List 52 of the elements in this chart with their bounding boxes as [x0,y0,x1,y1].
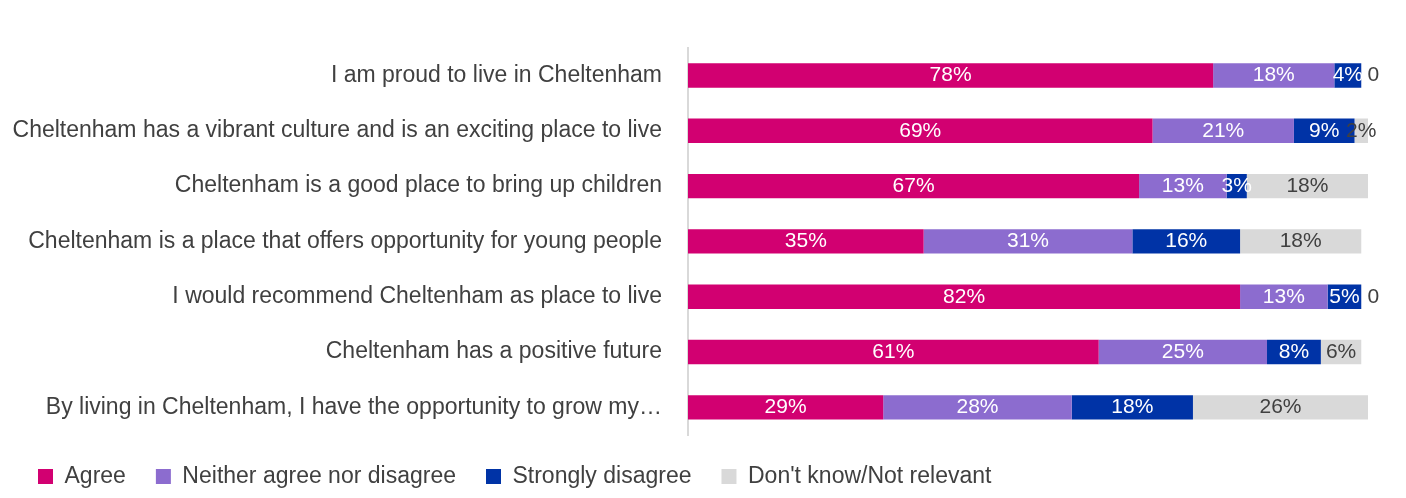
data-label: 67% [892,172,935,196]
bar [1098,339,1268,365]
bar [1192,395,1368,420]
bar [688,339,1099,365]
bar [688,118,1153,143]
legend-label: Strongly disagree [512,461,692,488]
data-label: 25% [1161,338,1204,362]
data-label: 78% [929,62,972,86]
bar [688,63,1214,88]
y-tick-label: I would recommend Cheltenham as place to live [172,282,662,309]
y-tick-label: Cheltenham has a positive future [325,337,662,364]
legend-label: Agree [64,461,126,488]
bar [688,229,924,254]
bar [688,395,884,420]
data-label: 26% [1259,394,1302,418]
bar [1132,229,1241,254]
data-label: 13% [1161,172,1204,196]
data-label: 0 [1367,283,1380,307]
y-tick-label: Cheltenham has a vibrant culture and is an exciting place to live [12,116,662,143]
bar [1240,229,1362,254]
data-label: 5% [1329,283,1360,307]
data-label: 8% [1278,338,1310,362]
data-label: 29% [764,394,807,418]
y-tick-label: Cheltenham is a good place to bring up children [174,171,662,198]
data-label: 18% [1286,172,1329,196]
data-label: 9% [1309,117,1340,141]
data-label: 18% [1111,394,1154,418]
y-tick-label: Cheltenham is a place that offers opportunity for young people [28,226,662,253]
data-label: 6% [1325,338,1357,362]
data-label: 13% [1262,283,1305,307]
y-tick-label: I am proud to live in Cheltenham [330,60,662,87]
data-label: 21% [1202,117,1245,141]
bar [1213,63,1335,88]
data-label: 18% [1279,228,1322,252]
bar [688,284,1241,309]
data-label: 18% [1252,62,1295,86]
data-label: 61% [872,338,915,362]
y-tick-label: By living in Cheltenham, I have the opportunity to grow my… [45,392,662,419]
data-label: 0 [1367,62,1380,86]
data-label: 28% [956,394,999,418]
bar [1152,118,1294,143]
bar [688,173,1140,199]
data-label: 16% [1165,228,1208,252]
bar [1071,395,1193,420]
data-label: 69% [899,117,942,141]
bar [923,229,1133,254]
data-label: 82% [943,283,986,307]
data-label: 35% [784,228,827,252]
legend-label: Neither agree nor disagree [182,461,456,488]
bar [883,395,1072,420]
data-label: 31% [1006,228,1050,252]
legend-label: Don't know/Not relevant [747,461,993,488]
